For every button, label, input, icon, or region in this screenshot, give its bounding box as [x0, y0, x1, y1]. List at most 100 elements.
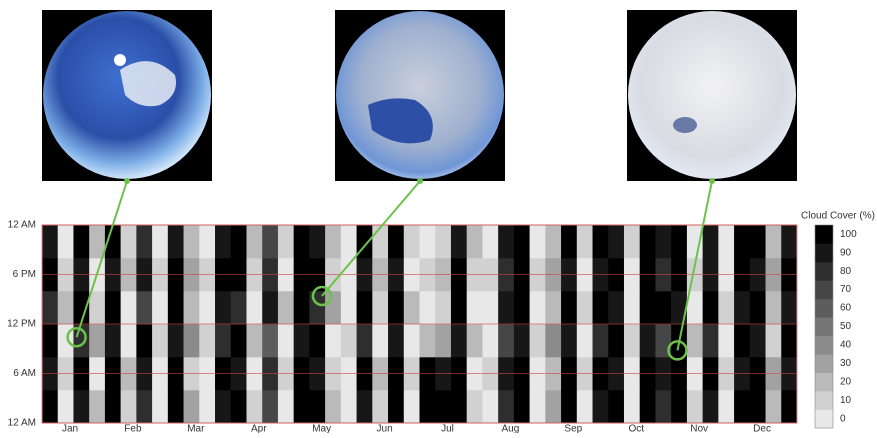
sky-images — [42, 10, 797, 181]
heat-cell — [404, 324, 420, 357]
x-tick-label: Mar — [187, 424, 205, 433]
heat-cell — [514, 390, 530, 423]
x-tick-label: Oct — [628, 424, 644, 433]
heat-cell — [246, 225, 262, 258]
heat-cell — [278, 225, 294, 258]
colorbar-tick-label: 30 — [840, 358, 852, 369]
colorbar-tick-label: 50 — [840, 321, 852, 332]
heat-cell — [152, 225, 168, 258]
x-tick-label: Feb — [124, 424, 142, 433]
heat-cell — [435, 291, 451, 324]
heat-cell — [152, 291, 168, 324]
heat-cell — [750, 225, 766, 258]
heat-cell — [498, 291, 514, 324]
heat-cell — [718, 225, 734, 258]
heat-cell — [703, 291, 719, 324]
heat-cell — [105, 390, 121, 423]
heat-cell — [530, 390, 546, 423]
heat-cell — [498, 225, 514, 258]
colorbar-step — [815, 280, 833, 299]
heat-cell — [42, 225, 58, 258]
heat-cell — [357, 324, 373, 357]
heat-cell — [105, 291, 121, 324]
heat-cell — [89, 390, 105, 423]
heat-cell — [372, 390, 388, 423]
heat-cell — [781, 324, 797, 357]
heat-cell — [309, 225, 325, 258]
heat-cell — [152, 390, 168, 423]
heat-cell — [750, 390, 766, 423]
heat-cell — [608, 225, 624, 258]
heat-cell — [121, 324, 137, 357]
heat-cell — [73, 225, 89, 258]
heat-cell — [121, 225, 137, 258]
heat-cell — [199, 324, 215, 357]
x-tick-label: Apr — [251, 424, 267, 433]
heat-cell — [608, 390, 624, 423]
colorbar-step — [815, 336, 833, 355]
heat-cell — [593, 291, 609, 324]
heat-cell — [482, 291, 498, 324]
x-tick-label: Jul — [441, 424, 454, 433]
heat-cell — [530, 291, 546, 324]
heat-cell — [168, 225, 184, 258]
pointer-dot — [709, 178, 715, 184]
x-tick-label: Dec — [753, 424, 771, 433]
heat-cell — [451, 291, 467, 324]
colorbar-tick-label: 80 — [840, 266, 852, 277]
heat-cell — [640, 225, 656, 258]
heat-cell — [184, 324, 200, 357]
heat-cell — [655, 291, 671, 324]
x-tick-label: Jan — [62, 424, 78, 433]
heat-cell — [640, 390, 656, 423]
heat-cell — [341, 390, 357, 423]
heat-cell — [545, 324, 561, 357]
heat-cell — [388, 390, 404, 423]
heat-cell — [766, 225, 782, 258]
heat-cell — [294, 225, 310, 258]
clear-patch — [673, 117, 697, 133]
heat-cell — [136, 324, 152, 357]
heat-cell — [451, 324, 467, 357]
heat-cell — [750, 324, 766, 357]
heat-cell — [357, 291, 373, 324]
heat-cell — [640, 324, 656, 357]
colorbar-tick-label: 10 — [840, 395, 852, 406]
heat-cell — [121, 291, 137, 324]
heat-cell — [325, 324, 341, 357]
heat-cell — [73, 390, 89, 423]
heat-cell — [545, 291, 561, 324]
heat-cell — [199, 291, 215, 324]
heat-cell — [561, 324, 577, 357]
colorbar-tick-label: 0 — [840, 413, 846, 424]
heat-cell — [325, 291, 341, 324]
heat-cell — [58, 291, 74, 324]
heat-cell — [262, 390, 278, 423]
heat-cell — [215, 324, 231, 357]
heat-cell — [372, 291, 388, 324]
heat-cell — [341, 291, 357, 324]
heat-cell — [655, 225, 671, 258]
heat-cell — [89, 291, 105, 324]
heat-cell — [231, 291, 247, 324]
heat-cell — [577, 225, 593, 258]
heat-cell — [482, 390, 498, 423]
heat-cell — [577, 324, 593, 357]
heat-cell — [420, 225, 436, 258]
colorbar-step — [815, 243, 833, 262]
heat-cell — [199, 390, 215, 423]
colorbar-step — [815, 391, 833, 410]
y-tick-label: 12 AM — [8, 418, 36, 429]
heat-cell — [372, 324, 388, 357]
heat-cell — [545, 225, 561, 258]
heat-cell — [781, 225, 797, 258]
heat-cell — [671, 390, 687, 423]
colorbar-step — [815, 410, 833, 429]
y-tick-label: 6 PM — [13, 269, 36, 280]
heat-cell — [718, 324, 734, 357]
heat-cell — [718, 390, 734, 423]
heat-cell — [420, 291, 436, 324]
colorbar-tick-label: 60 — [840, 303, 852, 314]
heat-cell — [577, 390, 593, 423]
heat-cell — [168, 390, 184, 423]
